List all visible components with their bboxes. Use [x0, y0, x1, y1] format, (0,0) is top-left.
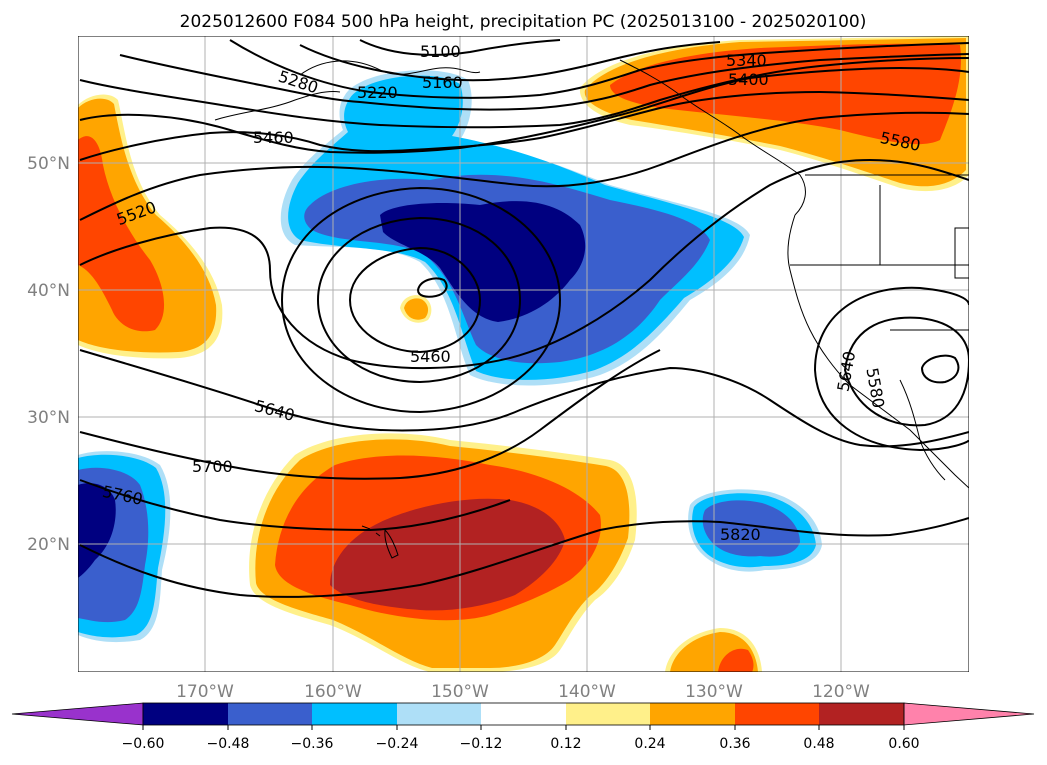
lon-label: 120°W [812, 682, 870, 702]
longitude-labels: 170°W 160°W 150°W 140°W 130°W 120°W [176, 682, 870, 702]
low-ring-2 [316, 216, 522, 384]
east-low-ring-2 [814, 286, 969, 371]
latitude-labels: 50°N 40°N 30°N 20°N [27, 154, 70, 555]
lat-label: 20°N [27, 535, 70, 555]
colorbar-frame [142, 702, 905, 726]
pos-anomaly-hi-firebrick [330, 498, 565, 611]
lon-label: 150°W [431, 682, 489, 702]
contour-label: 5220 [357, 83, 398, 102]
contour-label: 5460 [253, 128, 294, 147]
colorbar-bin [228, 703, 312, 725]
contour-label: 5820 [720, 525, 761, 544]
lon-label: 140°W [558, 682, 616, 702]
low-ring-1 [348, 246, 482, 354]
colorbar-bin [819, 703, 904, 725]
contour-label: 5340 [726, 51, 767, 70]
contour-5280 [119, 53, 969, 111]
colorbar-bin [143, 703, 228, 725]
lat-label: 50°N [27, 154, 70, 174]
contour-label: 5400 [728, 70, 769, 89]
figure-title: 2025012600 F084 500 hPa height, precipit… [180, 12, 867, 32]
contour-label: 5700 [192, 457, 233, 476]
contour-5700 [79, 349, 661, 480]
lat-label: 40°N [27, 281, 70, 301]
pos-anomaly-w-red [78, 136, 165, 332]
colorbar-tick-label: −0.24 [376, 736, 419, 752]
colorbar-tick-label: 0.36 [719, 736, 750, 752]
colorbar-extend-min [11, 702, 144, 726]
east-low-ring-2b [814, 369, 969, 452]
colorbar-tick-label: 0.12 [550, 736, 581, 752]
colorbar-tick-label: 0.60 [888, 736, 919, 752]
contour-5520 [79, 111, 969, 221]
colorbar-bin [566, 703, 650, 725]
lon-label: 170°W [176, 682, 234, 702]
contour-5100 [359, 39, 561, 56]
neg-anomaly-deep [380, 201, 586, 322]
colorbar-tick-label: −0.60 [122, 736, 165, 752]
colorbar-bin [735, 703, 819, 725]
contour-5640 [79, 349, 969, 448]
colorbar: −0.60 −0.48 −0.36 −0.24 −0.12 0.12 0.24 … [11, 702, 1035, 752]
east-low-center [920, 354, 960, 384]
lat-label: 30°N [27, 408, 70, 428]
contour-label: 5100 [420, 42, 461, 61]
low-ring-3 [280, 186, 562, 414]
contour-5460-north [79, 90, 969, 161]
neg-anomaly-e-royal [702, 500, 800, 557]
colorbar-bin [397, 703, 481, 725]
colorbar-bin [650, 703, 735, 725]
height-contours [79, 39, 969, 598]
contour-5760 [79, 479, 511, 532]
contour-5340 [79, 57, 969, 129]
pos-anomaly-small-orange [404, 298, 429, 320]
pos-anomaly-s-red [718, 648, 754, 672]
contour-5400 [79, 66, 969, 154]
colorbar-extend-max [903, 702, 1035, 726]
colorbar-tick-label: −0.48 [207, 736, 250, 752]
neg-anomaly-sw-deep [78, 483, 116, 578]
lon-label: 160°W [304, 682, 362, 702]
contour-label: 5460 [410, 347, 451, 366]
colorbar-tick-labels: −0.60 −0.48 −0.36 −0.24 −0.12 0.12 0.24 … [122, 736, 920, 752]
contour-5820 [79, 517, 969, 598]
contour-5580-north [79, 158, 969, 370]
contour-5160 [299, 41, 721, 82]
map-panel: 5100 5160 5220 5280 5340 5400 5460 5460 … [78, 36, 969, 672]
contour-5220 [229, 39, 969, 99]
low-center [416, 277, 448, 298]
contour-label: 5160 [422, 73, 463, 92]
colorbar-bin [312, 703, 397, 725]
colorbar-ticks [142, 725, 905, 730]
colorbar-bin [481, 703, 566, 725]
colorbar-tick-label: 0.24 [634, 736, 665, 752]
lon-label: 130°W [685, 682, 743, 702]
colorbar-tick-label: −0.36 [291, 736, 334, 752]
colorbar-tick-label: −0.12 [460, 736, 503, 752]
colorbar-tick-label: 0.48 [803, 736, 834, 752]
